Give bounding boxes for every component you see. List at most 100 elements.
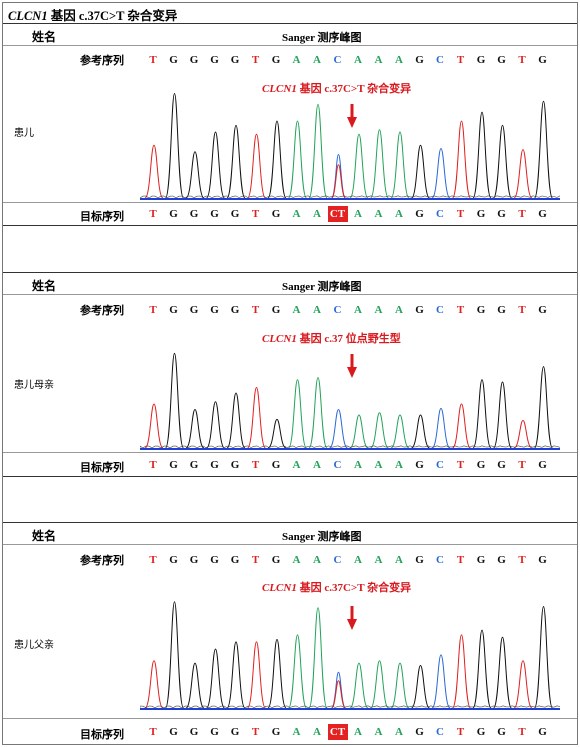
target-base: T	[149, 726, 157, 738]
ref-base: G	[415, 554, 424, 566]
target-base: T	[149, 208, 157, 220]
target-base: G	[210, 726, 219, 738]
ref-base: A	[313, 554, 321, 566]
target-base: G	[497, 726, 506, 738]
ref-base: C	[333, 554, 342, 566]
divider	[3, 452, 577, 453]
ref-base: T	[149, 54, 157, 66]
target-base: G	[169, 459, 178, 471]
trace-peak	[329, 408, 348, 449]
ref-base: G	[230, 554, 240, 566]
ref-base: A	[395, 554, 403, 566]
chromatogram-annotation: CLCN1 基因 c.37 位点野生型	[262, 333, 401, 345]
trace-peak	[247, 133, 266, 199]
ref-base: G	[476, 554, 486, 566]
divider	[3, 544, 577, 545]
ref-base: A	[292, 54, 301, 66]
ref-seq-label: 参考序列	[80, 55, 124, 67]
target-base: A	[354, 459, 362, 471]
ref-base: G	[189, 304, 199, 316]
trace-peak	[267, 639, 287, 709]
trace-peak	[226, 641, 246, 709]
ref-base: T	[251, 554, 260, 566]
target-sequence: T G G G G T G A A CT A A A G C T G G T G	[146, 206, 556, 222]
trace-peak	[331, 680, 346, 709]
target-base: G	[169, 726, 178, 738]
trace-peak	[165, 92, 184, 199]
trace-peak	[431, 407, 451, 449]
ref-base: A	[313, 54, 321, 66]
target-base: G	[415, 459, 424, 471]
ref-base: G	[230, 304, 240, 316]
trace-peak	[370, 129, 389, 199]
target-base: C	[436, 459, 444, 471]
ref-base: T	[456, 304, 465, 316]
target-base: G	[189, 726, 199, 738]
trace-peak	[390, 662, 410, 709]
trace-peak	[493, 636, 512, 709]
trace-peak	[185, 151, 205, 199]
ref-base: G	[210, 54, 219, 66]
target-base: A	[395, 459, 403, 471]
target-seq-label: 目标序列	[80, 729, 124, 741]
trace-peak	[349, 662, 369, 709]
ref-base: A	[374, 304, 383, 316]
ref-base: A	[313, 304, 321, 316]
sanger-header: Sanger 测序峰图	[282, 281, 362, 293]
ref-base: A	[354, 54, 362, 66]
ref-base: T	[251, 54, 260, 66]
target-base: C	[436, 208, 444, 220]
ref-base: G	[497, 554, 506, 566]
ref-base: A	[292, 554, 301, 566]
ref-seq-label: 参考序列	[80, 305, 124, 317]
ref-base: A	[395, 54, 403, 66]
trace-peak	[431, 654, 451, 709]
trace-peak	[226, 124, 246, 199]
target-base: T	[518, 726, 526, 738]
divider	[3, 202, 577, 203]
target-base: A	[292, 459, 301, 471]
trace-peak	[411, 414, 430, 449]
trace-peak	[226, 392, 246, 449]
ref-base: G	[210, 304, 219, 316]
trace-peak	[308, 103, 328, 199]
trace-peak	[185, 662, 205, 709]
target-base: G	[230, 459, 240, 471]
trace-peak	[493, 381, 512, 449]
ref-base: G	[538, 554, 547, 566]
target-seq-label: 目标序列	[80, 462, 124, 474]
ref-base: T	[456, 54, 465, 66]
trace-peak	[452, 634, 471, 709]
ref-base: G	[476, 54, 486, 66]
chromatogram	[140, 92, 560, 200]
trace-peak	[288, 120, 307, 199]
trace-peak	[472, 629, 492, 709]
name-header: 姓名	[32, 30, 57, 44]
divider	[3, 522, 577, 523]
target-base: A	[395, 726, 403, 738]
ref-base: C	[436, 304, 444, 316]
trace-noise	[140, 195, 560, 199]
ref-base: G	[415, 54, 424, 66]
divider	[3, 45, 577, 46]
ref-base: A	[374, 54, 383, 66]
ref-base: T	[456, 554, 465, 566]
trace-peak	[513, 419, 533, 449]
ref-base: G	[538, 54, 547, 66]
target-base: A	[374, 208, 383, 220]
target-base: T	[518, 459, 526, 471]
target-sequence: T G G G G T G A A CT A A A G C T G G T G	[146, 724, 556, 740]
trace-peak	[370, 660, 389, 709]
divider	[3, 476, 577, 477]
ref-base: T	[518, 54, 526, 66]
trace-peak	[431, 147, 451, 199]
ref-base: G	[415, 304, 424, 316]
divider	[3, 272, 577, 273]
target-base: A	[313, 459, 321, 471]
target-base: T	[251, 459, 260, 471]
ref-base: G	[271, 554, 281, 566]
